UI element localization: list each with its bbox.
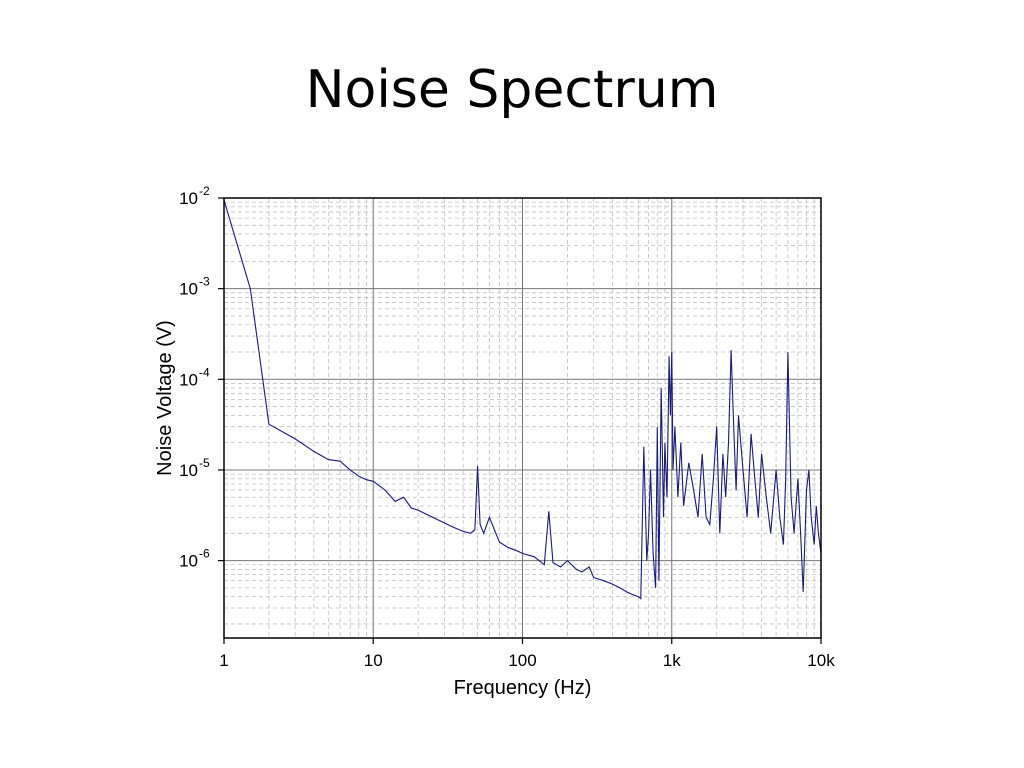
- y-tick-label: 10: [179, 461, 198, 480]
- grid: [223, 198, 821, 638]
- x-tick-label: 1k: [663, 651, 681, 670]
- y-axis-title: Noise Voltage (V): [154, 320, 176, 476]
- y-tick-label: 10: [179, 552, 198, 571]
- y-tick-label: 10: [179, 370, 198, 389]
- x-tick-label: 10: [364, 651, 383, 670]
- series-line: [223, 199, 822, 600]
- y-tick-label: 10: [179, 189, 198, 208]
- x-tick-label: 100: [508, 651, 536, 670]
- y-tick-exponent: -2: [199, 184, 210, 198]
- y-axis-ticks: 10-210-310-410-510-6: [179, 184, 224, 571]
- x-axis-ticks: 1 10 100 1k 10k: [219, 638, 835, 670]
- y-tick-exponent: -5: [199, 456, 210, 470]
- slide-title: Noise Spectrum: [305, 60, 719, 120]
- x-axis-title: Frequency (Hz): [454, 677, 592, 699]
- y-tick-exponent: -3: [199, 275, 210, 289]
- y-tick-exponent: -6: [199, 547, 210, 561]
- y-tick-exponent: -4: [199, 365, 210, 379]
- x-tick-label: 1: [219, 651, 228, 670]
- x-tick-label: 10k: [807, 651, 835, 670]
- y-tick-label: 10: [179, 280, 198, 299]
